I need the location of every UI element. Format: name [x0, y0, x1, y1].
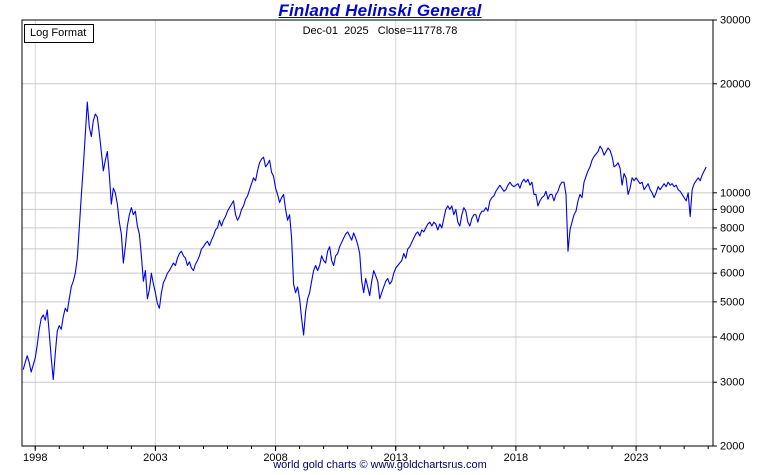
- chart-title: Finland Helinski General: [278, 1, 482, 20]
- y-axis: 2000 3000 4000 5000 6000 7000 8000 9000 10000 200…: [713, 15, 751, 453]
- plot-border: [21, 19, 714, 447]
- x-axis-label: 2023: [624, 452, 648, 464]
- y-axis-label: 4000: [720, 331, 744, 343]
- grid: [22, 20, 713, 446]
- y-axis-label: 5000: [720, 296, 744, 308]
- y-axis-label: 9000: [720, 204, 744, 216]
- y-axis-label: 20000: [720, 78, 751, 90]
- price-line: [22, 101, 707, 381]
- scale-mode-label: Log Format: [24, 24, 95, 43]
- x-axis-label: 2018: [504, 452, 528, 464]
- y-axis-label: 8000: [720, 222, 744, 234]
- y-axis-label: 2000: [720, 441, 744, 453]
- y-axis-label: 10000: [720, 187, 751, 199]
- x-axis: 1998 2003 2008 2013 2018 2023: [23, 446, 709, 464]
- y-axis-label: 30000: [720, 15, 751, 27]
- x-axis-label: 2013: [383, 452, 407, 464]
- chart-subtitle: Dec-01 2025 Close=11778.78: [302, 25, 458, 37]
- y-axis-label: 3000: [720, 377, 744, 389]
- y-axis-label: 6000: [720, 268, 744, 280]
- credit-line: world gold charts © www.goldchartsrus.co…: [273, 459, 487, 471]
- x-axis-label: 2008: [263, 452, 287, 464]
- y-axis-label: 7000: [720, 243, 744, 255]
- x-axis-label: 2003: [143, 452, 167, 464]
- x-axis-label: 1998: [23, 452, 47, 464]
